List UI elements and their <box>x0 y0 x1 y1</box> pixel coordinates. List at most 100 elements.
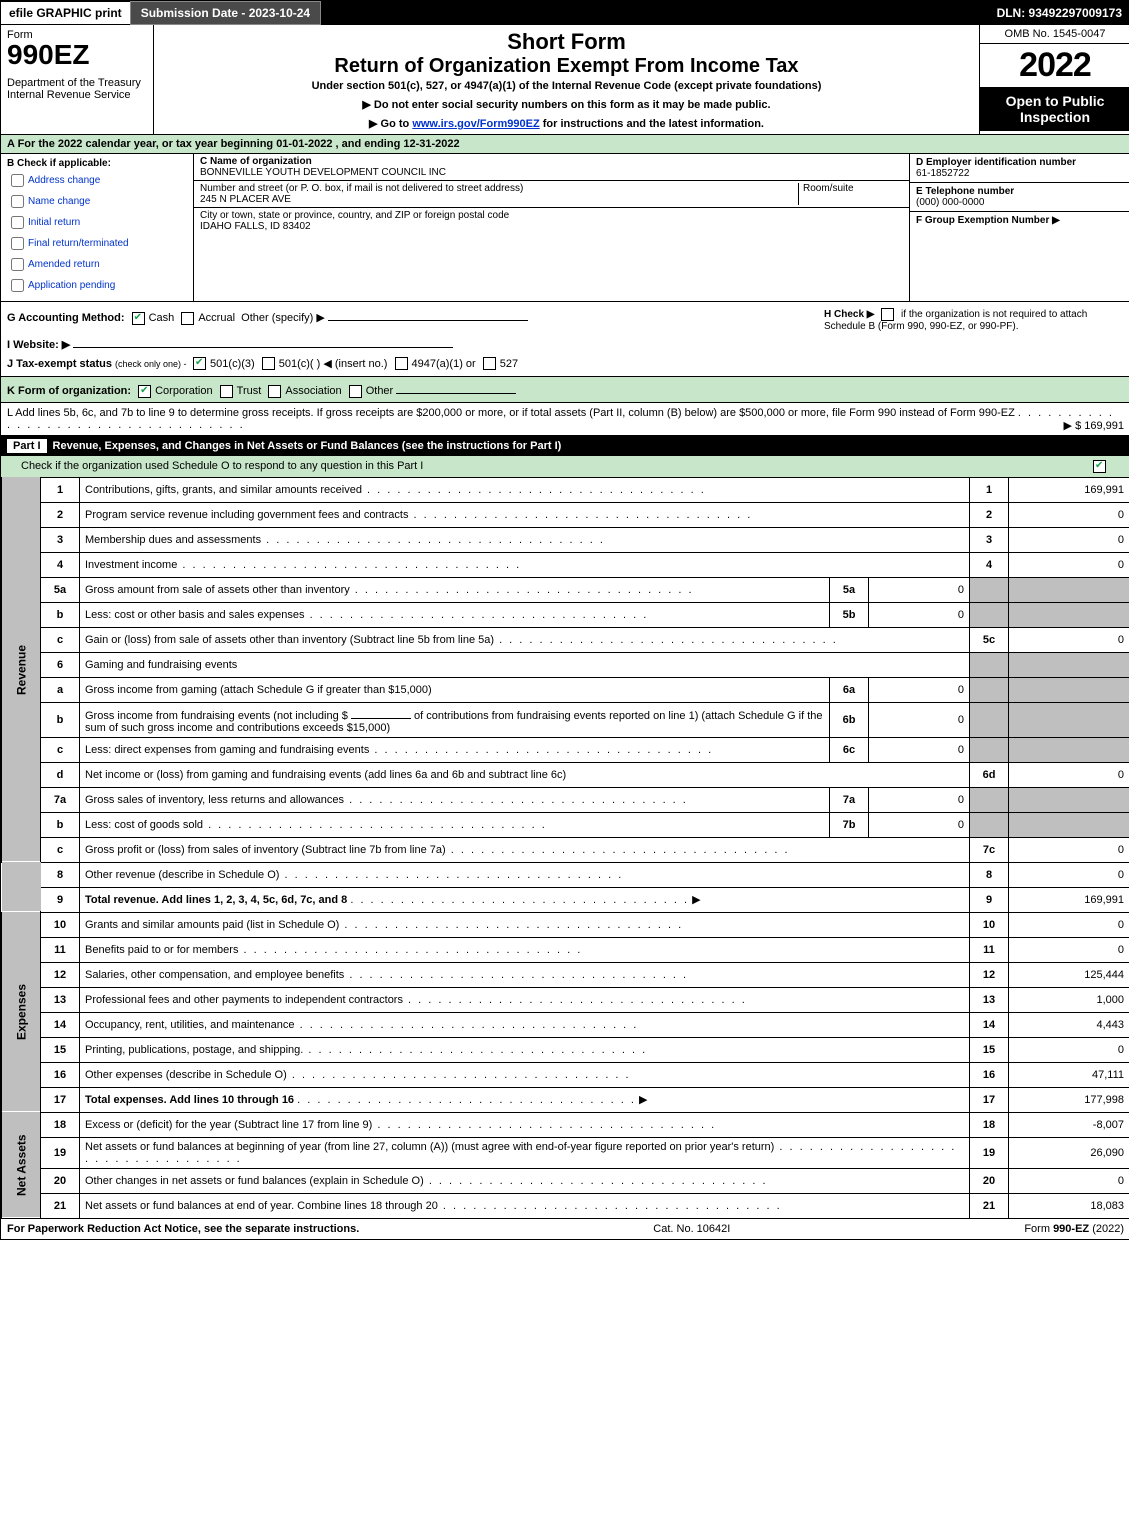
sub-amount: 0 <box>869 577 970 602</box>
g-other-input[interactable] <box>328 308 528 321</box>
irs-link[interactable]: www.irs.gov/Form990EZ <box>412 118 539 130</box>
open-public-badge: Open to Public Inspection <box>980 87 1129 131</box>
cb-other[interactable] <box>349 385 362 398</box>
line-amount: 177,998 <box>1009 1087 1129 1112</box>
table-row: dNet income or (loss) from gaming and fu… <box>2 762 1129 787</box>
goto-pre: ▶ Go to <box>369 118 412 130</box>
cb-527[interactable] <box>483 357 496 370</box>
table-row: 15Printing, publications, postage, and s… <box>2 1037 1129 1062</box>
org-name: BONNEVILLE YOUTH DEVELOPMENT COUNCIL INC <box>200 167 446 178</box>
table-row: bLess: cost or other basis and sales exp… <box>2 602 1129 627</box>
line-ref: 6d <box>970 762 1009 787</box>
checkbox-final-return[interactable]: Final return/terminated <box>7 234 187 253</box>
checkbox-application-pending[interactable]: Application pending <box>7 276 187 295</box>
g-other: Other (specify) ▶ <box>241 312 325 324</box>
cb-name-change[interactable] <box>11 195 24 208</box>
6b-amount-input[interactable] <box>351 706 411 719</box>
line-amount: 0 <box>1009 837 1129 862</box>
line-ref: 1 <box>970 477 1009 502</box>
line-text: Gross income from fundraising events (no… <box>85 710 348 722</box>
checkbox-initial-return[interactable]: Initial return <box>7 213 187 232</box>
k-assoc: Association <box>285 385 341 397</box>
website-input[interactable] <box>73 335 453 348</box>
part1-title: Revenue, Expenses, and Changes in Net As… <box>53 440 1124 452</box>
part1-header: Part I Revenue, Expenses, and Changes in… <box>1 436 1129 456</box>
cb-association[interactable] <box>268 385 281 398</box>
g-label: G Accounting Method: <box>7 312 125 324</box>
line-amount: 18,083 <box>1009 1193 1129 1218</box>
cb-trust[interactable] <box>220 385 233 398</box>
line-amount: 1,000 <box>1009 987 1129 1012</box>
shade-cell <box>970 577 1009 602</box>
table-row: 3Membership dues and assessments 30 <box>2 527 1129 552</box>
l-text: L Add lines 5b, 6c, and 7b to line 9 to … <box>7 407 1015 419</box>
cb-application-pending[interactable] <box>11 279 24 292</box>
sub-label: 6b <box>830 702 869 737</box>
cb-501c[interactable] <box>262 357 275 370</box>
cb-address-change[interactable] <box>11 174 24 187</box>
line-text: Program service revenue including govern… <box>85 509 752 521</box>
table-row: cGain or (loss) from sale of assets othe… <box>2 627 1129 652</box>
line-text: Other expenses (describe in Schedule O) <box>85 1069 631 1081</box>
efile-print-button[interactable]: efile GRAPHIC print <box>1 2 130 24</box>
e-phone-label: E Telephone number <box>916 186 1014 197</box>
line-amount: 0 <box>1009 762 1129 787</box>
checkbox-name-change[interactable]: Name change <box>7 192 187 211</box>
h-box: H Check ▶ if the organization is not req… <box>824 308 1124 370</box>
line-amount: 0 <box>1009 1037 1129 1062</box>
cb-501c3[interactable] <box>193 357 206 370</box>
sub-amount: 0 <box>869 737 970 762</box>
line-ref: 2 <box>970 502 1009 527</box>
cb-final-return[interactable] <box>11 237 24 250</box>
cb-initial-return[interactable] <box>11 216 24 229</box>
cb-corporation[interactable] <box>138 385 151 398</box>
checkbox-amended-return[interactable]: Amended return <box>7 255 187 274</box>
cb-4947[interactable] <box>395 357 408 370</box>
line-amount: 0 <box>1009 912 1129 937</box>
k-other-input[interactable] <box>396 381 516 394</box>
l-amount: ▶ $ 169,991 <box>1064 419 1124 432</box>
form-title: Return of Organization Exempt From Incom… <box>160 55 973 78</box>
line-amount: 169,991 <box>1009 477 1129 502</box>
f-group-label: F Group Exemption Number ▶ <box>916 215 1060 226</box>
sub-amount: 0 <box>869 702 970 737</box>
table-row: 13Professional fees and other payments t… <box>2 987 1129 1012</box>
tax-year: 2022 <box>980 44 1129 87</box>
line-text: Other changes in net assets or fund bala… <box>85 1175 768 1187</box>
goto-note: ▶ Go to www.irs.gov/Form990EZ for instru… <box>160 117 973 130</box>
line-text: Investment income <box>85 559 521 571</box>
table-row: 19Net assets or fund balances at beginni… <box>2 1137 1129 1168</box>
cb-schedule-b[interactable] <box>881 308 894 321</box>
checkbox-address-change[interactable]: Address change <box>7 171 187 190</box>
g-accrual: Accrual <box>198 312 235 324</box>
table-row: Net Assets 18Excess or (deficit) for the… <box>2 1112 1129 1137</box>
line-ref: 18 <box>970 1112 1009 1137</box>
table-row: Revenue 1 Contributions, gifts, grants, … <box>2 477 1129 502</box>
table-row: 2 Program service revenue including gover… <box>2 502 1129 527</box>
line-text: Net assets or fund balances at end of ye… <box>85 1200 782 1212</box>
line-text: Less: cost or other basis and sales expe… <box>85 609 648 621</box>
revenue-table: Revenue 1 Contributions, gifts, grants, … <box>1 477 1129 1219</box>
sub-amount: 0 <box>869 812 970 837</box>
line-amount: 125,444 <box>1009 962 1129 987</box>
j-501c: 501(c)( ) ◀ (insert no.) <box>279 358 388 370</box>
h-label: H Check ▶ <box>824 309 877 320</box>
line-amount: 0 <box>1009 527 1129 552</box>
line-ref: 16 <box>970 1062 1009 1087</box>
line-ref: 11 <box>970 937 1009 962</box>
block-b: B Check if applicable: Address change Na… <box>1 154 194 301</box>
cb-accrual[interactable] <box>181 312 194 325</box>
g-cash: Cash <box>149 312 175 324</box>
cb-schedule-o[interactable] <box>1093 460 1106 473</box>
cb-amended-return[interactable] <box>11 258 24 271</box>
form-page: efile GRAPHIC print Submission Date - 20… <box>0 0 1129 1240</box>
line-ref: 17 <box>970 1087 1009 1112</box>
form-header: Form 990EZ Department of the Treasury In… <box>1 25 1129 135</box>
line-text: Occupancy, rent, utilities, and maintena… <box>85 1019 638 1031</box>
line-amount: 0 <box>1009 862 1129 887</box>
table-row: cLess: direct expenses from gaming and f… <box>2 737 1129 762</box>
k-label: K Form of organization: <box>7 385 131 397</box>
cb-cash[interactable] <box>132 312 145 325</box>
sub-label: 6c <box>830 737 869 762</box>
line-ref: 14 <box>970 1012 1009 1037</box>
